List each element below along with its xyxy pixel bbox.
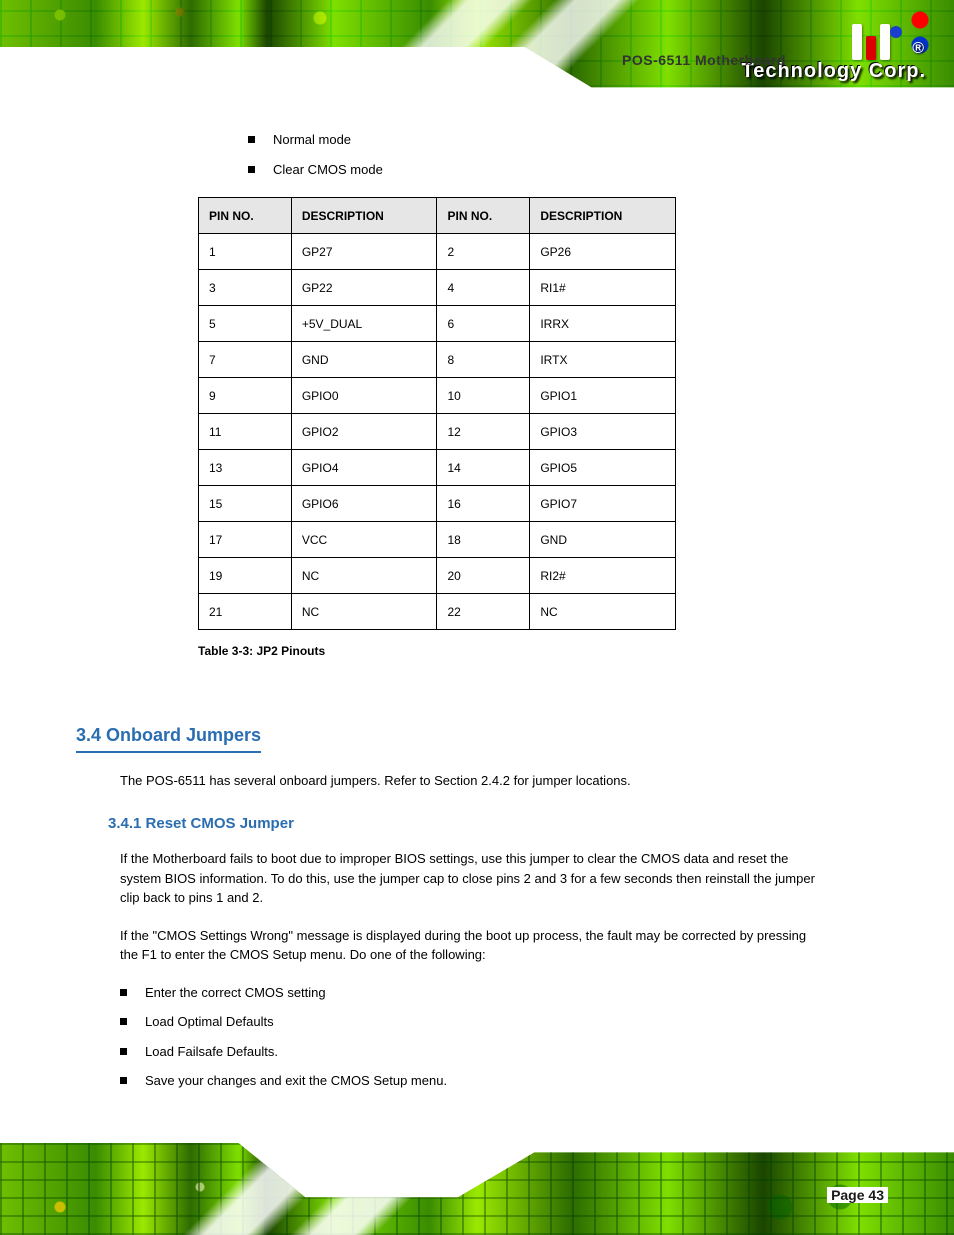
- table-cell: GP26: [530, 234, 676, 270]
- table-header-row: PIN NO. DESCRIPTION PIN NO. DESCRIPTION: [199, 198, 676, 234]
- table-row: 19NC20RI2#: [199, 558, 676, 594]
- table-cell: NC: [530, 594, 676, 630]
- table-row: 11GPIO212GPIO3: [199, 414, 676, 450]
- page-number: Page 43: [827, 1187, 888, 1203]
- list-item: Enter the correct CMOS setting: [120, 983, 820, 1003]
- table-cell: 15: [199, 486, 292, 522]
- table-cell: 20: [437, 558, 530, 594]
- bullet-text: Normal mode: [273, 130, 351, 150]
- table-row: 21NC22NC: [199, 594, 676, 630]
- table-cell: +5V_DUAL: [291, 306, 437, 342]
- table-cell: GP27: [291, 234, 437, 270]
- table-cell: 17: [199, 522, 292, 558]
- table-row: 13GPIO414GPIO5: [199, 450, 676, 486]
- steps-intro: If the "CMOS Settings Wrong" message is …: [120, 926, 820, 965]
- header-banner: [0, 0, 954, 112]
- step-text: Enter the correct CMOS setting: [145, 983, 326, 1003]
- square-bullet-icon: [248, 136, 255, 143]
- registered-mark: ®: [912, 40, 924, 58]
- table-cell: 18: [437, 522, 530, 558]
- table-cell: 11: [199, 414, 292, 450]
- table-cell: VCC: [291, 522, 437, 558]
- table-cell: GND: [530, 522, 676, 558]
- table-cell: IRTX: [530, 342, 676, 378]
- table-caption: Table 3-3: JP2 Pinouts: [198, 642, 820, 660]
- table-cell: GPIO5: [530, 450, 676, 486]
- footer-banner: [0, 1117, 954, 1235]
- jp2-pinout-table: PIN NO. DESCRIPTION PIN NO. DESCRIPTION …: [198, 197, 676, 630]
- iei-logo-icon: [852, 24, 902, 60]
- logo-block: ®: [852, 24, 924, 60]
- table-row: 5+5V_DUAL6IRRX: [199, 306, 676, 342]
- table-cell: GP22: [291, 270, 437, 306]
- table-cell: RI2#: [530, 558, 676, 594]
- table-cell: 6: [437, 306, 530, 342]
- table-row: 9GPIO010GPIO1: [199, 378, 676, 414]
- table-cell: GPIO1: [530, 378, 676, 414]
- table-cell: 13: [199, 450, 292, 486]
- table-cell: IRRX: [530, 306, 676, 342]
- page-body: Normal mode Clear CMOS mode PIN NO. DESC…: [120, 130, 820, 1101]
- list-item: Normal mode: [248, 130, 820, 150]
- table-cell: 8: [437, 342, 530, 378]
- section-heading-3-4: 3.4 Onboard Jumpers: [76, 722, 261, 753]
- table-cell: 7: [199, 342, 292, 378]
- table-row: 15GPIO616GPIO7: [199, 486, 676, 522]
- list-item: Clear CMOS mode: [248, 160, 820, 180]
- table-cell: 1: [199, 234, 292, 270]
- table-cell: GPIO7: [530, 486, 676, 522]
- table-body: 1GP272GP263GP224RI1#5+5V_DUAL6IRRX7GND8I…: [199, 234, 676, 630]
- subsection-heading-3-4-1: 3.4.1 Reset CMOS Jumper: [108, 813, 820, 836]
- table-row: 3GP224RI1#: [199, 270, 676, 306]
- table-cell: NC: [291, 558, 437, 594]
- table-cell: GPIO2: [291, 414, 437, 450]
- step-text: Save your changes and exit the CMOS Setu…: [145, 1071, 447, 1091]
- square-bullet-icon: [120, 1048, 127, 1055]
- table-cell: GPIO3: [530, 414, 676, 450]
- table-cell: NC: [291, 594, 437, 630]
- list-item: Load Optimal Defaults: [120, 1012, 820, 1032]
- list-item: Save your changes and exit the CMOS Setu…: [120, 1071, 820, 1091]
- table-row: 17VCC18GND: [199, 522, 676, 558]
- table-header-cell: DESCRIPTION: [530, 198, 676, 234]
- table-header-cell: DESCRIPTION: [291, 198, 437, 234]
- square-bullet-icon: [120, 989, 127, 996]
- table-row: 7GND8IRTX: [199, 342, 676, 378]
- subsection-body: If the Motherboard fails to boot due to …: [120, 849, 820, 908]
- square-bullet-icon: [120, 1018, 127, 1025]
- table-cell: 10: [437, 378, 530, 414]
- table-cell: 22: [437, 594, 530, 630]
- step-text: Load Failsafe Defaults.: [145, 1042, 278, 1062]
- table-cell: 12: [437, 414, 530, 450]
- intro-bullet-list: Normal mode Clear CMOS mode: [248, 130, 820, 179]
- table-cell: 19: [199, 558, 292, 594]
- product-title: POS-6511 Motherboard: [622, 52, 786, 68]
- table-cell: 14: [437, 450, 530, 486]
- table-cell: GPIO0: [291, 378, 437, 414]
- table-cell: GPIO4: [291, 450, 437, 486]
- table-row: 1GP272GP26: [199, 234, 676, 270]
- square-bullet-icon: [120, 1077, 127, 1084]
- square-bullet-icon: [248, 166, 255, 173]
- table-cell: GPIO6: [291, 486, 437, 522]
- table-cell: 2: [437, 234, 530, 270]
- section-body: The POS-6511 has several onboard jumpers…: [120, 771, 820, 791]
- table-header-cell: PIN NO.: [437, 198, 530, 234]
- table-cell: 16: [437, 486, 530, 522]
- table-cell: 3: [199, 270, 292, 306]
- table-cell: GND: [291, 342, 437, 378]
- table-cell: 5: [199, 306, 292, 342]
- step-list: Enter the correct CMOS setting Load Opti…: [120, 983, 820, 1091]
- table-header-cell: PIN NO.: [199, 198, 292, 234]
- step-text: Load Optimal Defaults: [145, 1012, 274, 1032]
- bullet-text: Clear CMOS mode: [273, 160, 383, 180]
- list-item: Load Failsafe Defaults.: [120, 1042, 820, 1062]
- table-cell: RI1#: [530, 270, 676, 306]
- table-cell: 21: [199, 594, 292, 630]
- table-cell: 4: [437, 270, 530, 306]
- table-cell: 9: [199, 378, 292, 414]
